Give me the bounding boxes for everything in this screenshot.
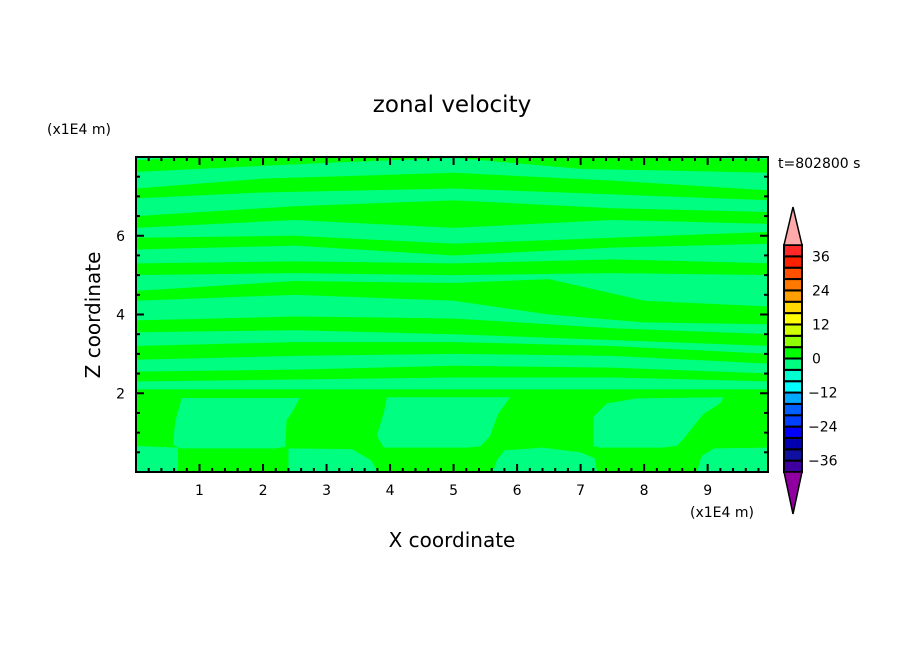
contour-region-negative	[136, 446, 178, 472]
plot-area	[136, 157, 768, 472]
colorbar-box	[783, 289, 803, 303]
contour-region-negative	[376, 397, 511, 448]
x-tick-label: 5	[449, 483, 458, 499]
chart-title: zonal velocity	[373, 92, 531, 118]
colorbar-box	[783, 357, 803, 371]
colorbar-tick-label: 12	[812, 317, 830, 333]
colorbar-box	[783, 323, 803, 337]
colorbar-tick-label: 36	[812, 249, 830, 265]
colorbar-under-triangle	[783, 471, 803, 515]
colorbar-box	[783, 255, 803, 269]
axes: 1 2 3 4 5 6 7 8 9 2 4 6	[116, 156, 769, 499]
colorbar-box	[783, 300, 803, 315]
x-tick-label: 8	[640, 483, 649, 499]
contour-region-positive	[136, 342, 768, 364]
y-unit-label: (x1E4 m)	[47, 122, 111, 138]
colorbar-tick-label: −24	[808, 420, 838, 436]
colorbar-box	[783, 368, 803, 383]
colorbar-box	[783, 391, 803, 405]
time-label: t=802800 s	[778, 156, 860, 172]
colorbar-box	[783, 402, 803, 417]
colorbar-box	[783, 334, 803, 349]
contour-region-positive	[136, 259, 768, 276]
contour-region-negative	[696, 447, 768, 472]
colorbar-box	[783, 266, 803, 281]
x-tick-label: 6	[513, 483, 522, 499]
contour-region-negative	[593, 397, 724, 448]
contour-region-positive	[136, 279, 768, 325]
colorbar-tick-label: 0	[812, 352, 821, 368]
contour-fill	[136, 157, 768, 472]
contour-region-negative	[172, 397, 300, 449]
x-tick-label: 2	[259, 483, 268, 499]
y-axis-label: Z coordinate	[81, 252, 105, 379]
colorbar-box	[783, 414, 803, 428]
contour-region-positive	[136, 157, 454, 172]
x-tick-label: 4	[386, 483, 395, 499]
contour-region-positive	[136, 231, 768, 256]
colorbar-box	[783, 425, 803, 439]
contour-region-positive	[453, 157, 768, 173]
colorbar-box	[783, 312, 803, 326]
y-tick-label: 6	[116, 229, 125, 245]
x-tick-label: 3	[322, 483, 331, 499]
x-axis-label: X coordinate	[389, 528, 516, 552]
colorbar-box	[783, 448, 803, 462]
colorbar-box	[783, 380, 803, 394]
y-tick-label: 4	[116, 308, 125, 324]
colorbar-tick-label: 24	[812, 283, 830, 299]
x-tick-label: 9	[703, 483, 712, 499]
colorbar-box	[783, 346, 803, 360]
colorbar-tick-label: −12	[808, 386, 838, 402]
colorbar-box	[783, 459, 803, 473]
colorbar: 36 24 12 0 −12 −24 −36	[783, 206, 838, 515]
x-unit-label: (x1E4 m)	[690, 505, 754, 521]
x-tick-label: 7	[576, 483, 585, 499]
contour-region-positive	[136, 316, 768, 346]
y-tick-label: 2	[116, 386, 125, 402]
contour-region-negative	[492, 447, 598, 472]
x-tick-label: 1	[195, 483, 204, 499]
contour-region-positive	[136, 200, 768, 228]
colorbar-box	[783, 278, 803, 292]
contour-region-negative	[288, 448, 379, 472]
colorbar-box	[783, 244, 803, 258]
contour-region-positive	[136, 172, 768, 201]
colorbar-over-triangle	[783, 206, 803, 246]
contour-region-positive	[136, 365, 768, 382]
colorbar-tick-label: −36	[808, 454, 838, 470]
colorbar-box	[783, 436, 803, 451]
